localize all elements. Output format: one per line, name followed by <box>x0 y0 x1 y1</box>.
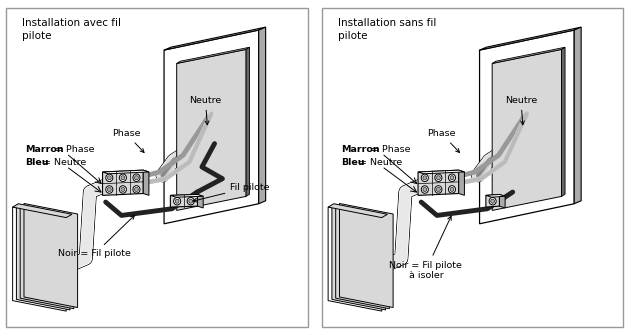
Circle shape <box>450 187 454 191</box>
Text: Installation sans fil
pilote: Installation sans fil pilote <box>338 18 436 41</box>
Circle shape <box>423 187 427 192</box>
Circle shape <box>187 197 194 205</box>
Polygon shape <box>328 207 382 311</box>
Polygon shape <box>164 27 266 50</box>
Text: = Neutre: = Neutre <box>40 158 86 167</box>
Polygon shape <box>418 170 464 174</box>
Text: Noir = Fil pilote: Noir = Fil pilote <box>58 215 134 258</box>
Circle shape <box>134 187 138 191</box>
Circle shape <box>435 174 442 181</box>
Polygon shape <box>332 206 386 310</box>
Polygon shape <box>574 27 581 204</box>
Polygon shape <box>164 30 259 224</box>
Polygon shape <box>143 170 149 195</box>
Text: Neutre: Neutre <box>505 96 537 125</box>
Text: Neutre: Neutre <box>189 96 221 125</box>
Polygon shape <box>336 205 389 309</box>
Text: Phase: Phase <box>112 129 144 153</box>
Text: = Phase: = Phase <box>52 145 95 154</box>
Polygon shape <box>492 49 562 210</box>
Polygon shape <box>418 170 459 195</box>
Circle shape <box>422 174 428 182</box>
Polygon shape <box>103 170 149 174</box>
Circle shape <box>121 187 125 191</box>
Text: Marron: Marron <box>341 145 379 154</box>
Polygon shape <box>480 30 574 224</box>
Circle shape <box>437 187 440 191</box>
Text: Fil pilote: Fil pilote <box>193 183 270 202</box>
Text: Installation avec fil
pilote: Installation avec fil pilote <box>22 18 121 41</box>
Circle shape <box>449 174 456 181</box>
Circle shape <box>107 187 111 192</box>
Circle shape <box>119 174 126 181</box>
Text: Phase: Phase <box>427 129 459 153</box>
Polygon shape <box>486 194 505 197</box>
Circle shape <box>423 176 427 180</box>
Circle shape <box>491 199 495 203</box>
Circle shape <box>134 176 138 180</box>
Polygon shape <box>486 194 500 207</box>
Polygon shape <box>170 194 198 207</box>
Circle shape <box>435 186 442 193</box>
Circle shape <box>450 176 454 180</box>
Text: Bleu: Bleu <box>341 158 364 167</box>
Circle shape <box>106 174 113 182</box>
Circle shape <box>107 176 111 180</box>
Text: Noir = Fil pilote
à isoler: Noir = Fil pilote à isoler <box>389 216 463 280</box>
Circle shape <box>133 174 140 181</box>
Circle shape <box>106 186 113 193</box>
Text: = Neutre: = Neutre <box>356 158 402 167</box>
Polygon shape <box>103 170 143 195</box>
Text: Marron: Marron <box>25 145 64 154</box>
Polygon shape <box>177 49 246 210</box>
Polygon shape <box>16 206 70 310</box>
Text: Bleu: Bleu <box>25 158 49 167</box>
Polygon shape <box>500 194 505 208</box>
Circle shape <box>422 186 428 193</box>
Polygon shape <box>459 170 464 195</box>
Polygon shape <box>259 27 266 204</box>
Polygon shape <box>170 194 203 197</box>
Circle shape <box>119 186 126 193</box>
Polygon shape <box>20 205 74 309</box>
Circle shape <box>449 186 456 193</box>
Polygon shape <box>13 204 72 218</box>
Polygon shape <box>246 47 250 196</box>
Polygon shape <box>24 203 78 308</box>
Text: = Phase: = Phase <box>367 145 410 154</box>
Circle shape <box>437 176 440 180</box>
Circle shape <box>175 199 179 203</box>
Polygon shape <box>13 207 66 311</box>
Polygon shape <box>339 203 393 308</box>
Polygon shape <box>492 47 565 63</box>
Polygon shape <box>177 47 250 63</box>
Circle shape <box>121 176 125 180</box>
Circle shape <box>133 186 140 193</box>
Polygon shape <box>480 27 581 50</box>
Polygon shape <box>562 47 565 196</box>
Circle shape <box>489 197 496 205</box>
Polygon shape <box>328 204 387 218</box>
Polygon shape <box>198 194 203 208</box>
Circle shape <box>189 199 192 203</box>
Circle shape <box>174 197 180 205</box>
